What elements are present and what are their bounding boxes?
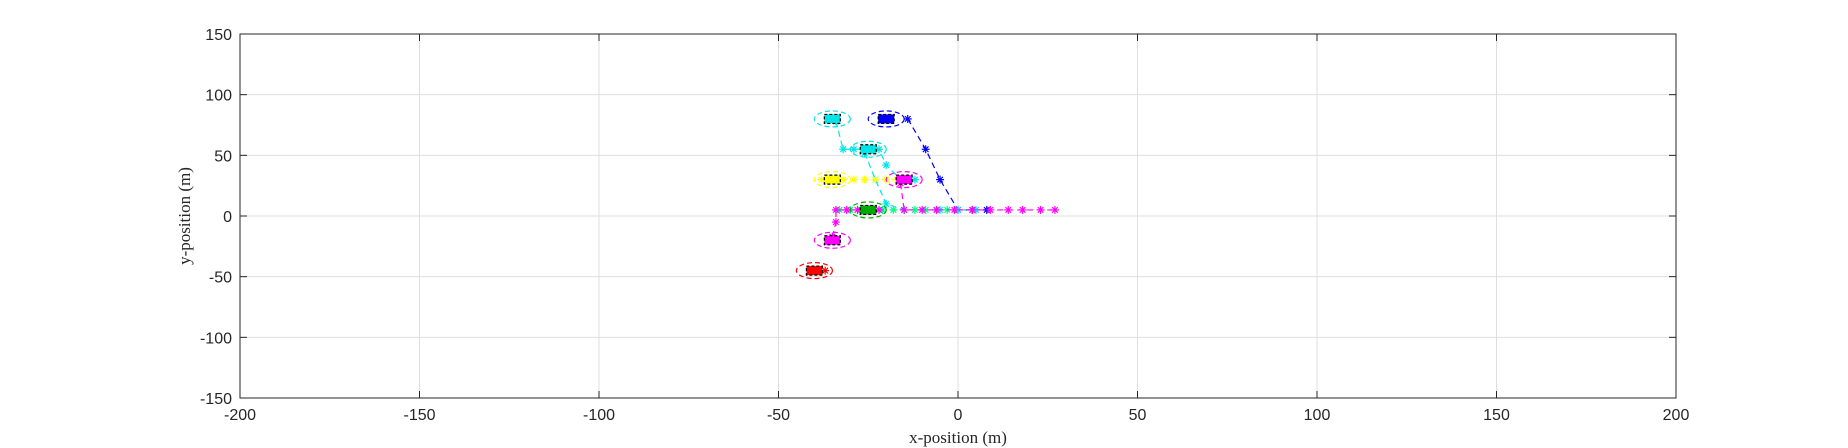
y-axis-label: y-position (m) (175, 167, 194, 265)
trajectory-point (831, 205, 840, 214)
vehicle-uncertainty-ellipse (849, 140, 887, 158)
vehicle-box (823, 113, 841, 125)
trajectory-point (1036, 205, 1045, 214)
x-tick-label: 0 (954, 407, 963, 424)
trajectory-point (936, 175, 945, 184)
trajectory-point (918, 205, 927, 214)
trajectory-point (1004, 205, 1013, 214)
x-tick-label: 150 (1483, 407, 1510, 424)
vehicle (813, 231, 851, 249)
trajectory-point (839, 175, 848, 184)
vehicle-box (859, 204, 877, 216)
trajectory-point (849, 175, 858, 184)
vehicle-box (895, 174, 913, 185)
vehicle-box (859, 144, 877, 155)
trajectory-point (889, 205, 898, 214)
trajectory-point (950, 205, 959, 214)
trajectory-point (900, 205, 909, 214)
x-tick-label: 100 (1304, 407, 1331, 424)
vehicle (795, 262, 834, 280)
vehicle-box (877, 113, 895, 125)
x-tick-label: 50 (1129, 407, 1147, 424)
trajectory-point (842, 205, 851, 214)
vehicle-uncertainty-ellipse (813, 171, 851, 189)
trajectory-point (860, 175, 869, 184)
trajectory-point (986, 205, 995, 214)
trajectory-point (871, 175, 880, 184)
x-tick-label: -150 (403, 407, 435, 424)
vehicle-uncertainty-ellipse (813, 231, 851, 249)
x-tick-label: -50 (767, 407, 790, 424)
trajectory-point (1018, 205, 1027, 214)
trajectory-point (839, 145, 848, 154)
vehicle (849, 140, 887, 158)
vehicle-box (823, 235, 841, 246)
trajectory-point (921, 145, 930, 154)
y-tick-label: 100 (205, 88, 232, 105)
trajectory-point (932, 205, 941, 214)
vehicle-box (823, 174, 841, 185)
vehicle-uncertainty-ellipse (813, 110, 851, 128)
vehicle-uncertainty-ellipse (885, 171, 923, 189)
y-tick-label: -50 (209, 270, 232, 287)
x-tick-label: -200 (224, 407, 256, 424)
vehicle (885, 171, 923, 189)
trajectory-point (817, 175, 826, 184)
x-tick-label: 200 (1663, 407, 1690, 424)
trajectory (896, 179, 1059, 214)
vehicle (867, 110, 905, 128)
y-tick-label: -100 (200, 330, 232, 347)
trajectory-point (882, 199, 891, 208)
trajectory-point (903, 114, 912, 123)
x-tick-label: -100 (583, 407, 615, 424)
vehicle-box (805, 265, 824, 276)
trajectory-point (968, 205, 977, 214)
y-tick-label: -150 (200, 391, 232, 408)
trajectory-point (1050, 205, 1059, 214)
y-tick-label: 50 (214, 148, 232, 165)
vehicle-uncertainty-ellipse (867, 110, 905, 128)
x-axis-label: x-position (m) (909, 428, 1007, 447)
grid-lines (240, 34, 1676, 398)
trajectory-point (849, 145, 858, 154)
trajectory-point (831, 218, 840, 227)
vehicle-uncertainty-ellipse (795, 262, 834, 280)
y-tick-label: 0 (223, 209, 232, 226)
axis-ticks: -200 -150 -100 -50 0 50 100 150 200-150-100-5005… (200, 27, 1689, 424)
vehicle (813, 171, 851, 189)
vehicle-uncertainty-ellipse (849, 201, 887, 219)
trajectory-point (882, 161, 891, 170)
y-tick-label: 150 (205, 27, 232, 44)
vehicles (795, 110, 923, 280)
trajectory-point (853, 205, 862, 214)
vehicle (813, 110, 851, 128)
vehicle (849, 201, 887, 219)
trajectory-point (875, 205, 884, 214)
